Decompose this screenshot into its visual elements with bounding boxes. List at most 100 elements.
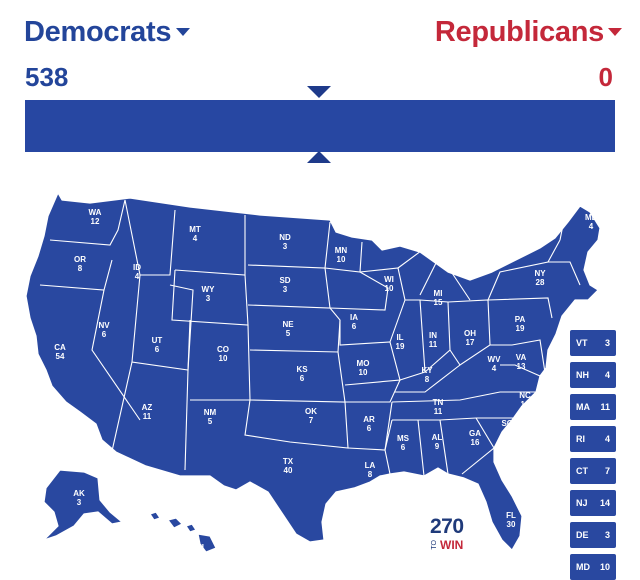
state-label-me: ME <box>585 213 598 222</box>
small-state-nj[interactable]: NJ 14 <box>570 490 616 516</box>
small-state-votes: 7 <box>604 466 610 476</box>
state-votes-mn: 10 <box>337 255 346 264</box>
state-label-wa: WA <box>89 208 102 217</box>
state-votes-ks: 6 <box>300 374 305 383</box>
state-votes-ar: 6 <box>367 424 372 433</box>
small-state-nh[interactable]: NH 4 <box>570 362 616 388</box>
state-label-ky: KY <box>421 366 433 375</box>
state-votes-hi: 4 <box>198 552 203 561</box>
small-state-abbr: MD <box>576 562 590 572</box>
small-state-ct[interactable]: CT 7 <box>570 458 616 484</box>
state-votes-wa: 12 <box>91 217 100 226</box>
state-label-id: ID <box>133 263 141 272</box>
270towin-logo[interactable]: 270 TO WIN <box>430 515 470 555</box>
state-label-sd: SD <box>279 276 290 285</box>
state-label-wv: WV <box>488 355 502 364</box>
majority-marker-top-icon <box>307 86 331 98</box>
logo-to: TO <box>431 540 438 550</box>
state-votes-ga: 16 <box>471 438 480 447</box>
democrats-progress-fill <box>25 100 615 152</box>
state-votes-ny: 28 <box>536 278 545 287</box>
state-votes-me: 4 <box>589 222 594 231</box>
small-state-abbr: CT <box>576 466 588 476</box>
state-votes-sd: 3 <box>283 285 288 294</box>
state-votes-mi: 15 <box>434 298 443 307</box>
logo-win: WIN <box>440 538 464 552</box>
state-borders <box>39 199 581 477</box>
state-votes-ms: 6 <box>401 443 406 452</box>
hawaii-shape[interactable] <box>149 511 217 553</box>
state-label-ks: KS <box>296 365 308 374</box>
state-votes-fl: 30 <box>507 520 516 529</box>
small-state-de[interactable]: DE 3 <box>570 522 616 548</box>
state-label-sc: SC <box>501 419 512 428</box>
republicans-caret-down-icon[interactable] <box>608 28 622 36</box>
small-state-votes: 4 <box>604 434 610 444</box>
state-label-or: OR <box>74 255 86 264</box>
state-votes-nc: 16 <box>521 400 530 409</box>
majority-marker-bottom-icon <box>307 151 331 163</box>
state-votes-il: 19 <box>396 342 405 351</box>
state-label-az: AZ <box>142 403 153 412</box>
state-votes-wy: 3 <box>206 294 211 303</box>
small-state-votes: 10 <box>599 562 610 572</box>
state-label-pa: PA <box>515 315 526 324</box>
state-votes-ne: 5 <box>286 329 291 338</box>
state-label-nc: NC <box>519 391 531 400</box>
state-label-ok: OK <box>305 407 317 416</box>
us-electoral-map[interactable]: WA12OR8CA54ID4NV6MT4WY3UT6AZ11CO10NM5ND3… <box>0 185 640 566</box>
state-votes-wv: 4 <box>492 364 497 373</box>
state-label-tn: TN <box>433 398 444 407</box>
state-label-il: IL <box>396 333 403 342</box>
state-label-wi: WI <box>384 275 394 284</box>
state-label-mt: MT <box>189 225 201 234</box>
state-label-ar: AR <box>363 415 375 424</box>
small-state-ma[interactable]: MA 11 <box>570 394 616 420</box>
state-label-wy: WY <box>202 285 216 294</box>
state-label-ga: GA <box>469 429 481 438</box>
state-label-ia: IA <box>350 313 358 322</box>
state-votes-id: 4 <box>135 272 140 281</box>
state-label-ms: MS <box>397 434 410 443</box>
small-state-votes: 3 <box>604 530 610 540</box>
state-votes-mo: 10 <box>359 368 368 377</box>
democrats-caret-down-icon[interactable] <box>176 28 190 36</box>
small-state-md[interactable]: MD 10 <box>570 554 616 580</box>
small-state-votes: 14 <box>599 498 610 508</box>
republicans-dropdown[interactable]: Republicans <box>434 16 604 48</box>
state-votes-tx: 40 <box>284 466 293 475</box>
state-votes-ok: 7 <box>309 416 314 425</box>
republicans-electoral-count: 0 <box>598 62 613 92</box>
state-label-va: VA <box>516 353 527 362</box>
continental-us-shape[interactable] <box>25 192 601 551</box>
state-votes-va: 13 <box>517 362 526 371</box>
state-label-mi: MI <box>434 289 443 298</box>
small-state-abbr: NJ <box>576 498 588 508</box>
state-votes-pa: 19 <box>516 324 525 333</box>
small-state-ri[interactable]: RI 4 <box>570 426 616 452</box>
state-label-ny: NY <box>534 269 546 278</box>
small-state-abbr: MA <box>576 402 590 412</box>
small-state-votes: 4 <box>604 370 610 380</box>
state-label-la: LA <box>365 461 376 470</box>
state-votes-ut: 6 <box>155 345 160 354</box>
small-state-vt[interactable]: VT 3 <box>570 330 616 356</box>
state-votes-sc: 9 <box>505 428 510 437</box>
democrats-dropdown[interactable]: Democrats <box>24 16 172 48</box>
state-label-in: IN <box>429 331 437 340</box>
state-votes-wi: 10 <box>385 284 394 293</box>
small-state-abbr: RI <box>576 434 585 444</box>
state-votes-ky: 8 <box>425 375 430 384</box>
alaska-shape[interactable] <box>43 469 123 541</box>
state-votes-nd: 3 <box>283 242 288 251</box>
state-label-ak: AK <box>73 489 85 498</box>
state-label-fl: FL <box>506 511 516 520</box>
state-label-ut: UT <box>152 336 163 345</box>
state-votes-ak: 3 <box>77 498 82 507</box>
state-votes-tn: 11 <box>434 407 443 416</box>
state-votes-ia: 6 <box>352 322 357 331</box>
state-labels: WA12OR8CA54ID4NV6MT4WY3UT6AZ11CO10NM5ND3… <box>54 208 597 561</box>
state-label-ne: NE <box>282 320 294 329</box>
state-votes-nm: 5 <box>208 417 213 426</box>
state-votes-mt: 4 <box>193 234 198 243</box>
